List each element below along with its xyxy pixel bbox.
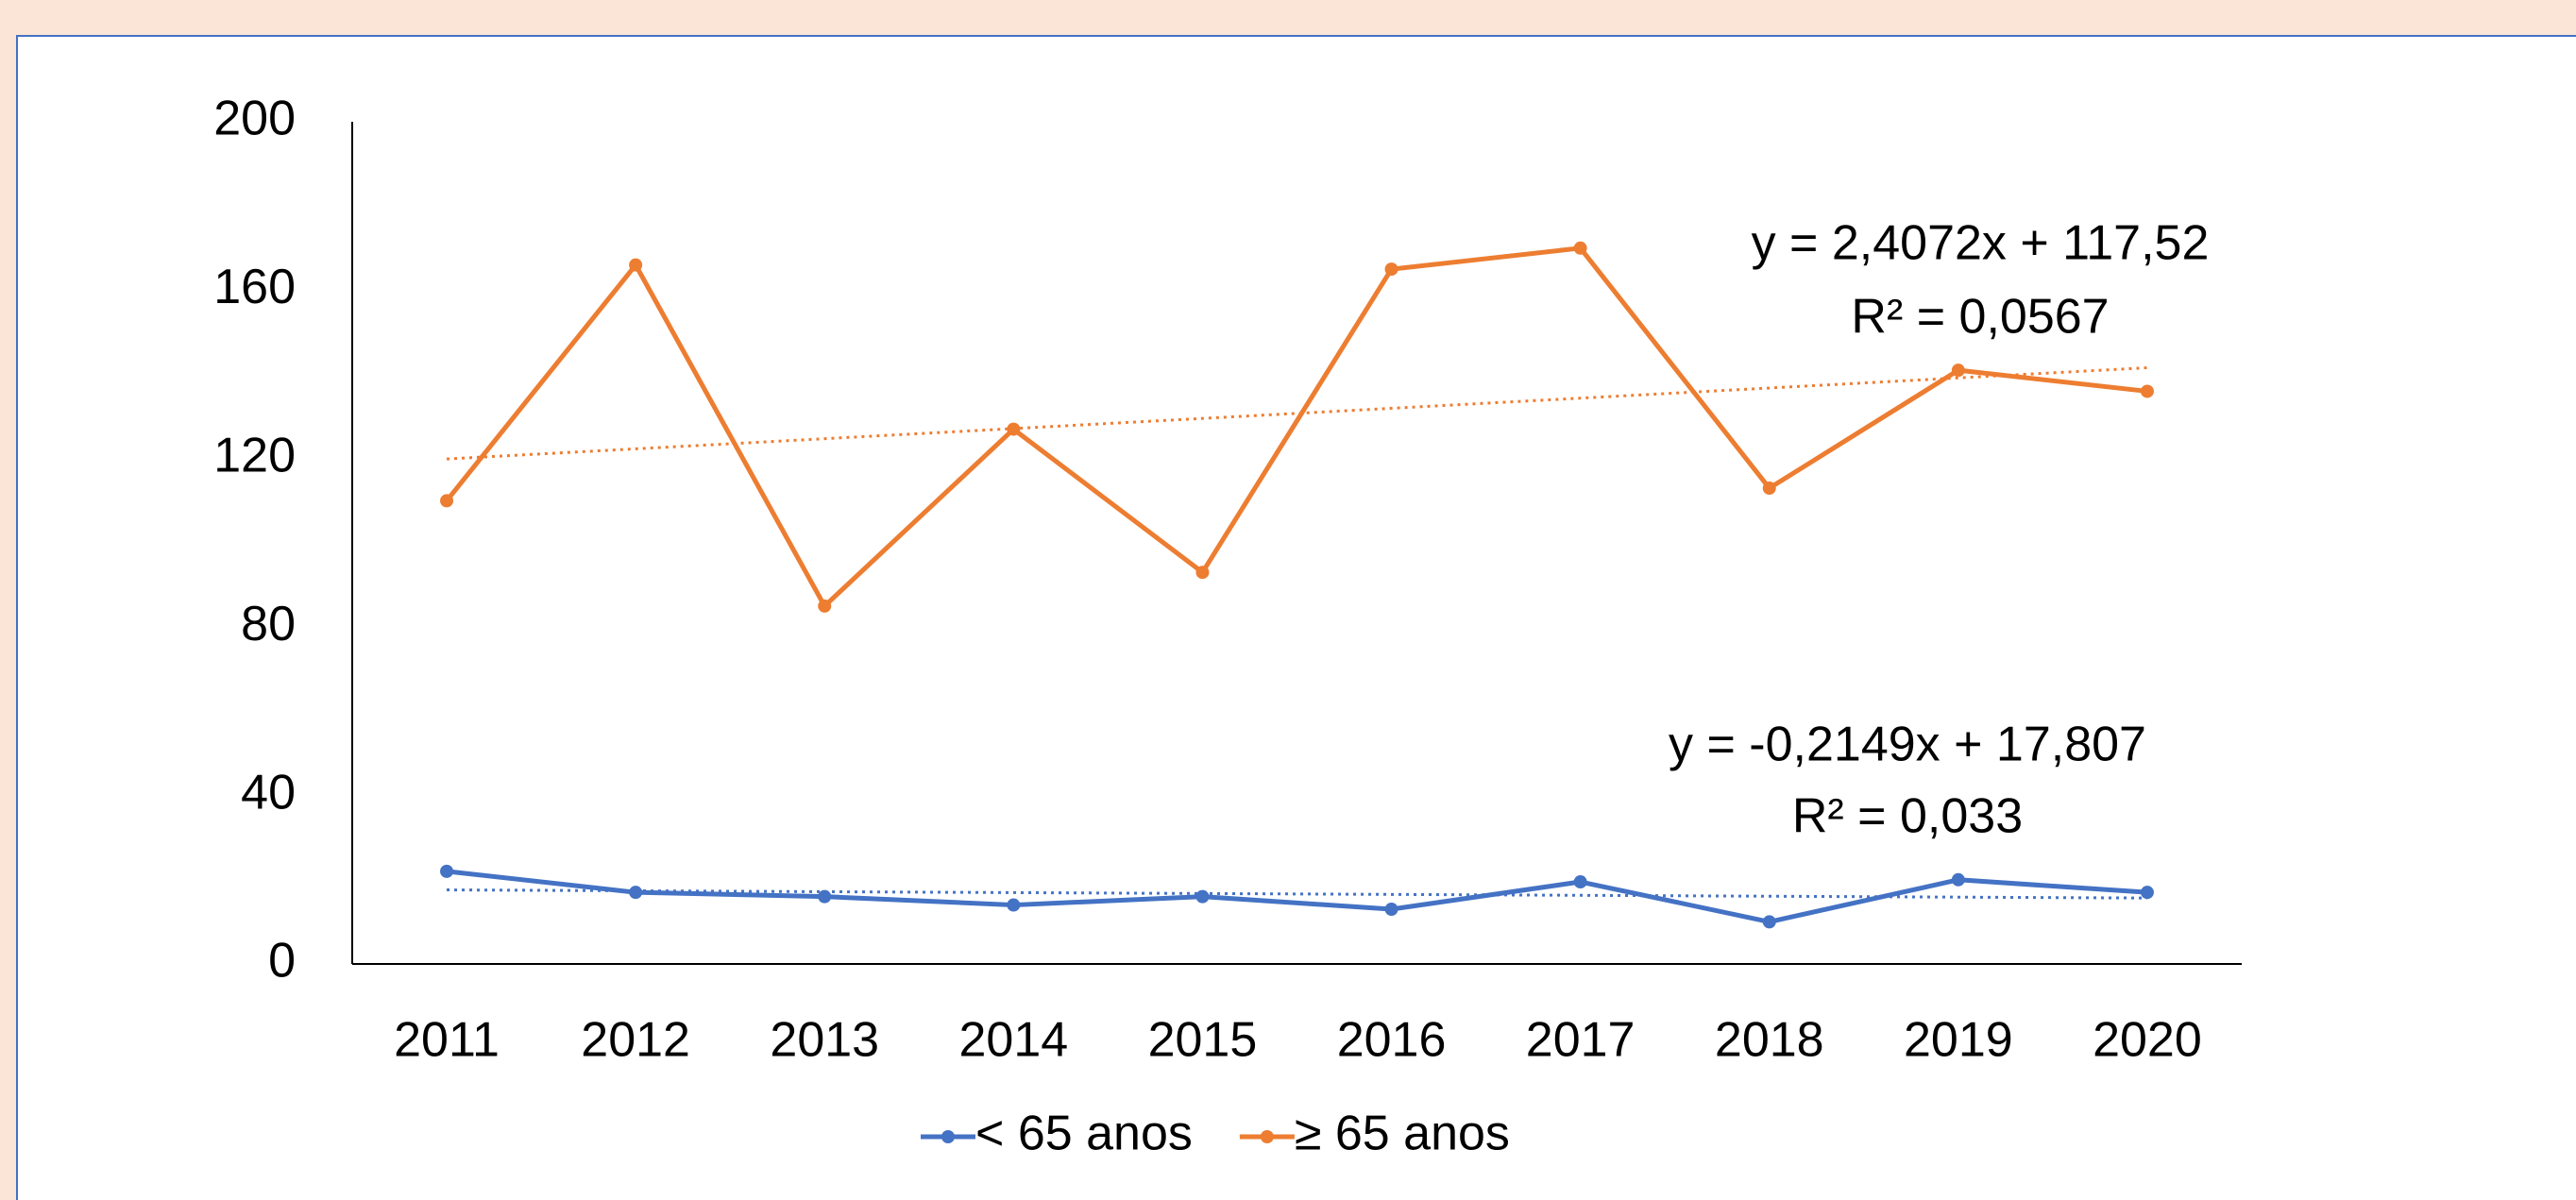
point	[1195, 566, 1210, 580]
trend-r2: R² = 0,0567	[1851, 290, 2109, 345]
point	[1573, 241, 1587, 255]
point	[818, 889, 832, 904]
x-tick-label: 2013	[770, 1013, 879, 1068]
point	[2140, 384, 2154, 398]
point	[1951, 872, 1965, 887]
y-tick-label: 160	[213, 260, 296, 314]
y-tick-label: 120	[213, 429, 296, 483]
panel	[16, 35, 2576, 1200]
y-tick-label: 40	[241, 765, 296, 820]
trend-equation: y = 2,4072x + 117,52	[1752, 216, 2210, 271]
point	[1007, 422, 1021, 436]
series-line	[446, 869, 2148, 924]
point	[440, 864, 454, 878]
point	[1762, 915, 1776, 929]
point	[1573, 875, 1587, 889]
point	[629, 886, 643, 900]
x-tick-label: 2015	[1148, 1013, 1258, 1068]
x-tick-label: 2017	[1526, 1013, 1635, 1068]
point	[440, 494, 454, 508]
x-tick-label: 2014	[959, 1013, 1069, 1068]
point	[1762, 482, 1776, 496]
x-tick-label: 2012	[581, 1013, 690, 1068]
point	[1384, 262, 1398, 277]
x-tick-label: 2020	[2093, 1013, 2202, 1068]
trend-equation: y = -0,2149x + 17,807	[1669, 718, 2146, 772]
y-tick-label: 200	[213, 92, 296, 146]
series-line	[445, 245, 2148, 609]
legend-marker	[1260, 1130, 1274, 1143]
point	[2140, 886, 2154, 900]
legend-marker	[941, 1130, 955, 1143]
point	[629, 258, 643, 272]
point	[818, 599, 832, 613]
x-tick-label: 2018	[1715, 1013, 1824, 1068]
x-tick-label: 2016	[1337, 1013, 1447, 1068]
legend-label: ≥ 65 anos	[1295, 1107, 1510, 1161]
legend-label: < 65 anos	[975, 1107, 1193, 1161]
x-tick-label: 2011	[394, 1013, 500, 1068]
x-tick-label: 2019	[1904, 1013, 2013, 1068]
point	[1384, 903, 1398, 917]
point	[1195, 889, 1210, 904]
y-tick-label: 0	[268, 934, 296, 989]
point	[1007, 898, 1021, 912]
point	[1951, 363, 1965, 378]
y-tick-label: 80	[241, 597, 296, 651]
trend-r2: R² = 0,033	[1792, 789, 2023, 844]
